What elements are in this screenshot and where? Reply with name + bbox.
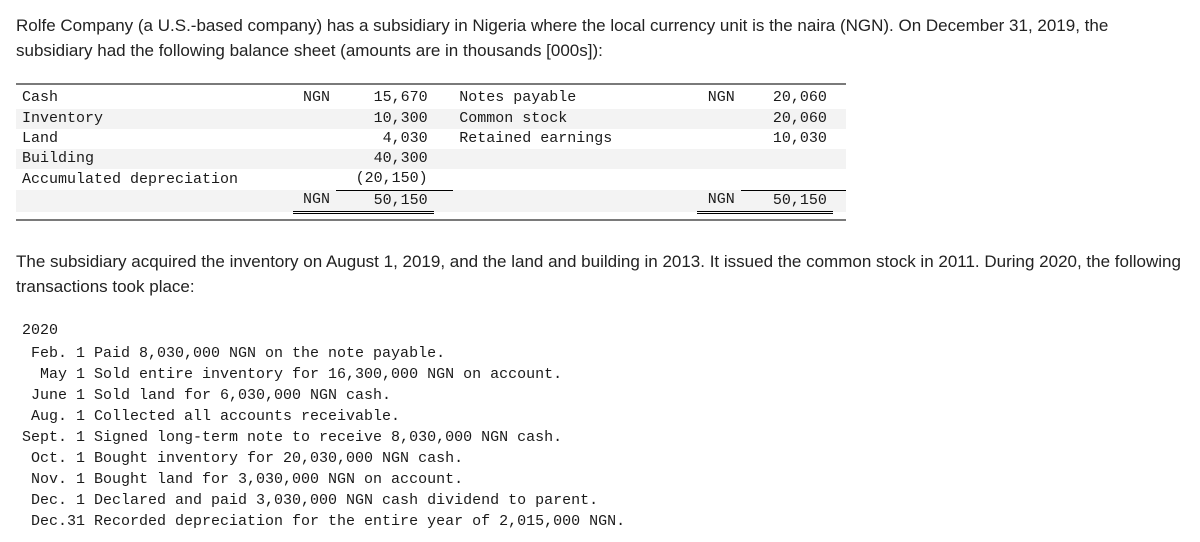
transaction-line: Feb. 1 Paid 8,030,000 NGN on the note pa… (22, 343, 1184, 364)
liab-label: Notes payable (453, 88, 697, 108)
mid-paragraph: The subsidiary acquired the inventory on… (16, 250, 1184, 299)
table-row: Inventory 10,300 Common stock 20,060 (16, 109, 846, 129)
liab-total-amount: 50,150 (741, 190, 833, 212)
table-row: Cash NGN 15,670 Notes payable NGN 20,060 (16, 88, 846, 108)
asset-total-amount: 50,150 (336, 190, 434, 212)
asset-currency: NGN (293, 88, 336, 108)
balance-sheet: Cash NGN 15,670 Notes payable NGN 20,060… (16, 83, 1184, 224)
table-row-total: NGN 50,150 NGN 50,150 (16, 190, 846, 212)
liab-total-currency: NGN (697, 190, 740, 212)
transaction-line: May 1 Sold entire inventory for 16,300,0… (22, 364, 1184, 385)
transaction-line: Aug. 1 Collected all accounts receivable… (22, 406, 1184, 427)
transaction-line: Oct. 1 Bought inventory for 20,030,000 N… (22, 448, 1184, 469)
liab-currency: NGN (697, 88, 740, 108)
transactions-block: 2020 Feb. 1 Paid 8,030,000 NGN on the no… (22, 320, 1184, 532)
asset-label: Cash (16, 88, 293, 108)
asset-amount: 15,670 (336, 88, 434, 108)
table-row: Building 40,300 (16, 149, 846, 169)
table-row: Land 4,030 Retained earnings 10,030 (16, 129, 846, 149)
transaction-line: Nov. 1 Bought land for 3,030,000 NGN on … (22, 469, 1184, 490)
liab-amount: 20,060 (741, 88, 833, 108)
transactions-year: 2020 (22, 320, 1184, 341)
table-row: Accumulated depreciation (20,150) (16, 169, 846, 190)
transaction-line: Dec.31 Recorded depreciation for the ent… (22, 511, 1184, 532)
transaction-line: Dec. 1 Declared and paid 3,030,000 NGN c… (22, 490, 1184, 511)
intro-paragraph: Rolfe Company (a U.S.-based company) has… (16, 14, 1184, 63)
asset-total-currency: NGN (293, 190, 336, 212)
transaction-line: Sept. 1 Signed long-term note to receive… (22, 427, 1184, 448)
transaction-line: June 1 Sold land for 6,030,000 NGN cash. (22, 385, 1184, 406)
balance-sheet-table: Cash NGN 15,670 Notes payable NGN 20,060… (16, 83, 846, 224)
